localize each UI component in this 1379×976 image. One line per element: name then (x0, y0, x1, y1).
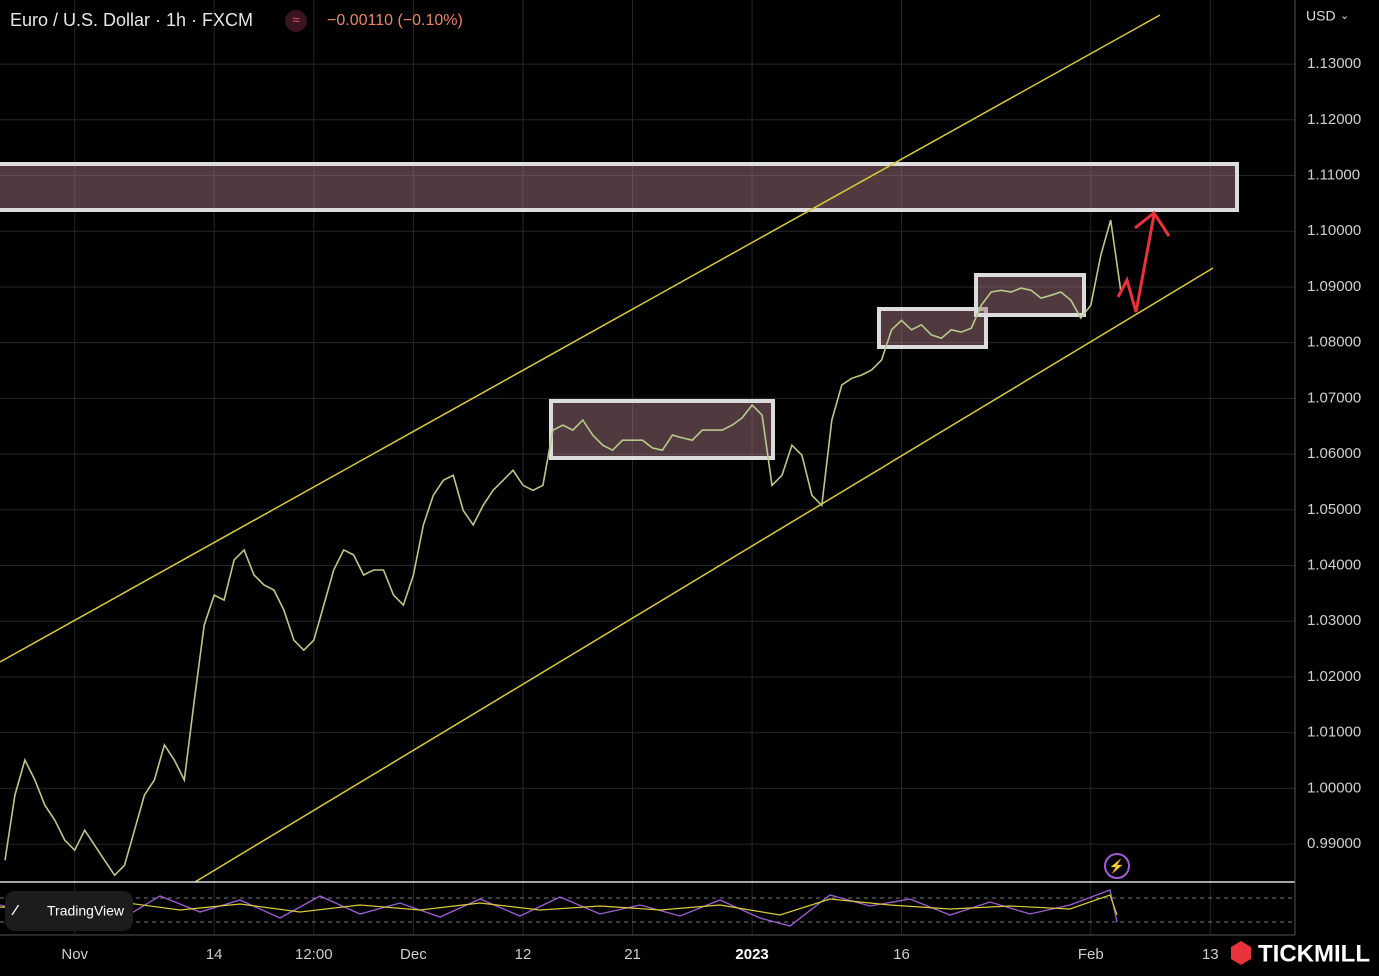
resistance-zone (0, 162, 1239, 212)
y-tick-label: 1.09000 (1307, 278, 1361, 295)
plot (4, 219, 1122, 877)
x-tick-label: 16 (893, 946, 910, 963)
y-tick-label: 1.12000 (1307, 111, 1361, 128)
y-tick-label: 1.03000 (1307, 612, 1361, 629)
watermark-icon: ⁄ (11, 902, 20, 919)
indicator-glyph: ≈ (292, 12, 300, 28)
x-tick-label: Nov (61, 946, 88, 963)
y-tick-label: 1.01000 (1307, 724, 1361, 741)
y-tick-label: 1.11000 (1307, 166, 1360, 183)
x-tick-label: 13 (1202, 946, 1219, 963)
range-box (549, 399, 775, 460)
y-tick-label: 1.05000 (1307, 501, 1361, 518)
range-box (974, 273, 1086, 317)
y-tick-label: 1.00000 (1307, 779, 1361, 796)
y-tick-label: 0.99000 (1307, 835, 1361, 852)
forecast-arrow (1116, 210, 1171, 313)
alert-icon[interactable] (1104, 853, 1130, 879)
indicator-icon[interactable] (285, 10, 307, 32)
range-box (877, 307, 988, 349)
x-tick-label: 12:00 (295, 946, 333, 963)
chart-title: Euro / U.S. Dollar · 1h · FXCM (10, 10, 253, 30)
price-change: −0.00110 (−0.10%) (327, 12, 463, 29)
zones (0, 162, 1239, 460)
channel-upper (0, 14, 1161, 663)
y-tick-label: 1.08000 (1307, 334, 1361, 351)
x-tick-label: Dec (400, 946, 427, 963)
alert-icon-glyph: ⚡ (1109, 858, 1125, 874)
y-tick-label: 1.07000 (1307, 389, 1361, 406)
watermark: TradingView (47, 903, 125, 919)
y-tick-label: 1.13000 (1307, 55, 1361, 72)
channel (0, 14, 1214, 883)
arrow-path (1116, 214, 1156, 313)
watermark-badge (5, 891, 133, 931)
rsi-line (0, 889, 1118, 927)
currency-selector[interactable]: USD (1306, 8, 1336, 24)
y-tick-label: 1.02000 (1307, 668, 1361, 685)
x-tick-label: 2023 (735, 946, 768, 963)
x-tick-label: Feb (1078, 946, 1104, 963)
x-tick-label: 12 (515, 946, 532, 963)
logo-icon (1231, 941, 1251, 965)
channel-lower (194, 267, 1214, 883)
y-tick-label: 1.06000 (1307, 445, 1361, 462)
arrow-head (1134, 210, 1171, 237)
y-tick-label: 1.10000 (1307, 222, 1361, 239)
x-tick-label: 21 (624, 946, 641, 963)
logo: TICKMILL (1258, 940, 1370, 967)
x-tick-label: 14 (206, 946, 223, 963)
price-line (4, 219, 1122, 877)
currency-caret[interactable]: ⌄ (1340, 10, 1349, 22)
rsi-signal (0, 894, 1118, 916)
y-tick-label: 1.04000 (1307, 556, 1361, 573)
